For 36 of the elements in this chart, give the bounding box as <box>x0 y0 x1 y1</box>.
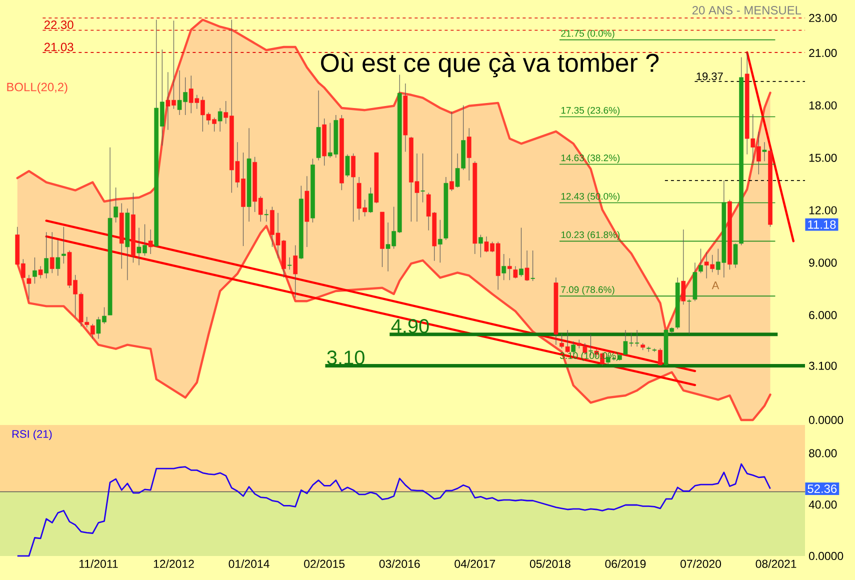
x-tick-label: 07/2020 <box>680 560 722 568</box>
ref-line-label: 19.37 <box>696 72 723 80</box>
ref-line-label: 17.35 (23.6%) <box>561 106 620 116</box>
y-tick-label: 0.0000 <box>808 416 844 424</box>
y-tick-label: 0.0000 <box>808 552 844 560</box>
x-tick-label: 06/2019 <box>605 560 646 568</box>
y-tick-label: 15.00 <box>809 154 837 162</box>
x-tick-label: 01/2014 <box>228 560 270 568</box>
ref-line-label: 21.75 (0.0%) <box>561 30 614 39</box>
x-tick-label: 08/2021 <box>756 560 796 568</box>
x-tick-label: 05/2018 <box>530 560 570 568</box>
y-tick-label: 9.000 <box>809 258 837 267</box>
ref-line-label: 4.90 <box>391 319 429 334</box>
y-tick-label: 21.00 <box>809 48 837 57</box>
x-tick-label: 11/2011 <box>79 560 118 568</box>
chart-title: RSI (21) <box>12 430 52 440</box>
y-tick-label: 18.00 <box>809 101 837 110</box>
x-tick-label: 12/2012 <box>154 560 194 568</box>
ref-line-label: 22.30 <box>44 20 74 30</box>
ref-line-label: 7.09 (78.6%) <box>561 286 614 295</box>
annotation: 11.18 <box>808 220 836 229</box>
y-tick-label: 23.00 <box>809 14 837 22</box>
chart-subtitle: 20 ANS - MENSUEL <box>692 6 802 14</box>
x-tick-label: 02/2015 <box>304 560 345 568</box>
ref-line-label: 21.03 <box>44 42 74 52</box>
annotation: 52.36 <box>808 484 837 493</box>
y-tick-label: 3.100 <box>808 362 837 370</box>
y-tick-label: 12.00 <box>809 206 837 214</box>
text: BOLL(20,2) <box>7 82 68 94</box>
y-tick-label: 80.00 <box>809 449 837 458</box>
x-tick-label: 03/2016 <box>379 560 420 568</box>
y-tick-label: 6.000 <box>809 311 837 320</box>
y-tick-label: 40.00 <box>808 500 837 509</box>
x-tick-label: 04/2017 <box>454 560 496 568</box>
annotation: Où est ce que çà va tomber ? <box>321 52 659 78</box>
annotation: A <box>712 282 720 290</box>
